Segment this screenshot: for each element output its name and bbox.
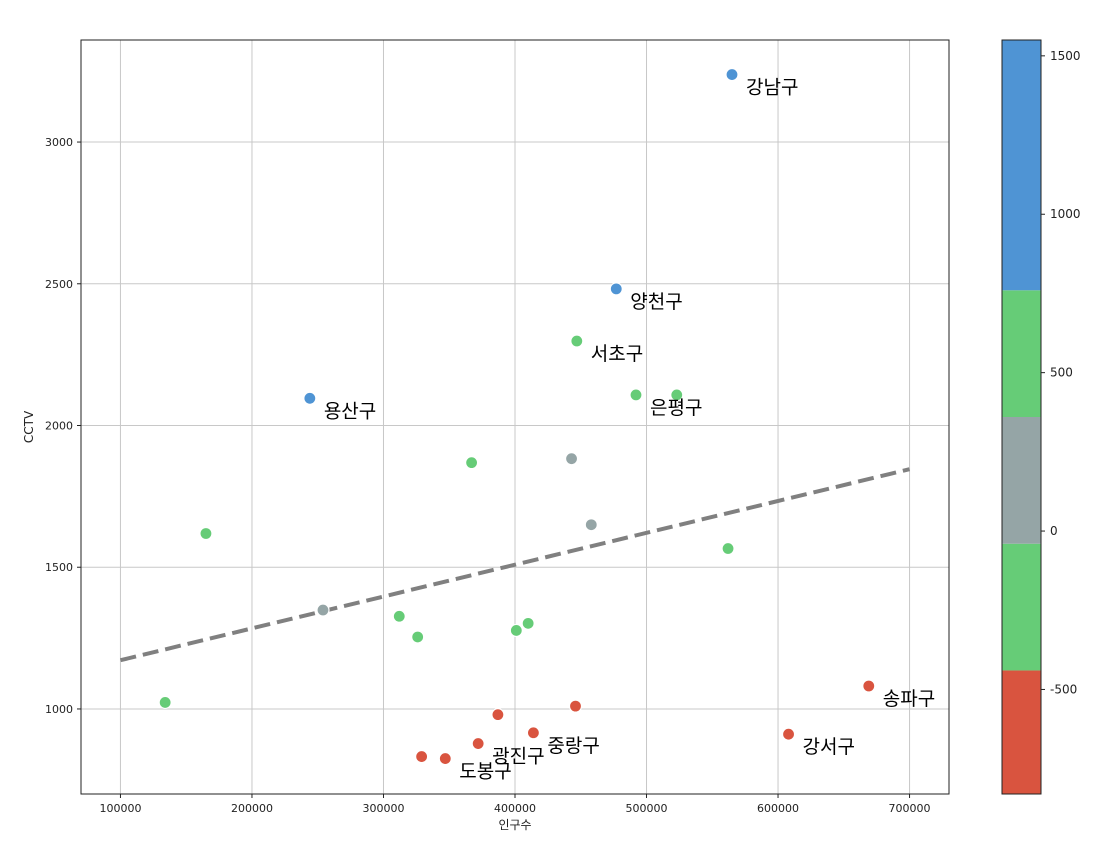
y-tick-label: 2000	[45, 420, 73, 433]
colorbar-tick-label: 500	[1050, 366, 1073, 380]
point-label: 은평구	[650, 397, 702, 419]
scatter-point	[570, 334, 584, 348]
point-label: 서초구	[591, 343, 643, 365]
grid-layer	[81, 40, 949, 794]
x-tick-label: 600000	[757, 802, 799, 815]
trend-line	[119, 467, 911, 663]
colorbar-segment	[1002, 417, 1041, 544]
x-axis-title: 인구수	[498, 818, 531, 832]
y-tick-label: 1500	[45, 561, 73, 574]
point-label: 송파구	[883, 688, 935, 710]
scatter-point	[629, 388, 643, 402]
x-tick-label: 700000	[889, 802, 931, 815]
scatter-point	[609, 282, 623, 296]
scatter-point	[564, 452, 579, 466]
y-axis-title: CCTV	[22, 410, 36, 443]
colorbar-tick-label: 0	[1050, 524, 1058, 538]
scatter-point	[392, 609, 406, 623]
point-label: 강남구	[746, 77, 798, 99]
x-tick-label: 200000	[231, 802, 273, 815]
point-label: 중랑구	[547, 735, 599, 757]
scatter-point	[471, 736, 485, 751]
scatter-point	[781, 727, 796, 741]
point-label: 용산구	[324, 400, 376, 422]
trend-layer	[119, 467, 911, 663]
scatter-point	[303, 391, 317, 405]
scatter-point	[411, 630, 425, 644]
scatter-point	[670, 388, 684, 402]
scatter-point	[199, 526, 213, 541]
y-axis-ticks: 1000 1500 2000 2500 3000	[45, 136, 81, 716]
scatter-point	[721, 541, 735, 556]
point-label: 광진구	[492, 746, 544, 768]
scatter-point	[568, 699, 583, 713]
point-label: 강서구	[803, 736, 855, 758]
colorbar: -500 0 500 1000 1500	[1001, 39, 1081, 795]
colorbar-frame	[1001, 39, 1042, 795]
points-layer	[158, 67, 876, 766]
scatter-point	[465, 456, 479, 470]
x-axis-ticks: 100000 200000 300000 400000 500000 600000 7000…	[99, 794, 931, 815]
x-tick-label: 100000	[99, 802, 141, 815]
scatter-point	[521, 616, 535, 630]
scatter-point	[438, 751, 452, 766]
colorbar-segment	[1002, 290, 1041, 417]
x-tick-label: 400000	[494, 802, 536, 815]
scatter-point	[491, 708, 505, 722]
x-tick-label: 300000	[362, 802, 404, 815]
colorbar-tick-label: -500	[1050, 682, 1077, 696]
colorbar-segment	[1002, 670, 1041, 794]
colorbar-tick-label: 1000	[1050, 207, 1081, 221]
scatter-point	[415, 749, 429, 764]
scatter-point	[316, 603, 330, 617]
scatter-point	[862, 679, 876, 693]
scatter-point	[526, 726, 541, 740]
point-label: 양천구	[630, 291, 682, 313]
colorbar-segment	[1002, 543, 1041, 671]
colorbar-tick-label: 1500	[1050, 49, 1081, 63]
y-tick-label: 1000	[45, 703, 73, 716]
scatter-point	[509, 623, 523, 638]
scatter-point	[725, 67, 739, 82]
y-tick-label: 3000	[45, 136, 73, 149]
colorbar-segment	[1002, 40, 1041, 291]
x-tick-label: 500000	[626, 802, 668, 815]
scatter-point	[158, 695, 172, 710]
point-label: 도봉구	[459, 761, 511, 783]
y-tick-label: 2500	[45, 278, 73, 291]
scatter-point	[584, 518, 598, 532]
